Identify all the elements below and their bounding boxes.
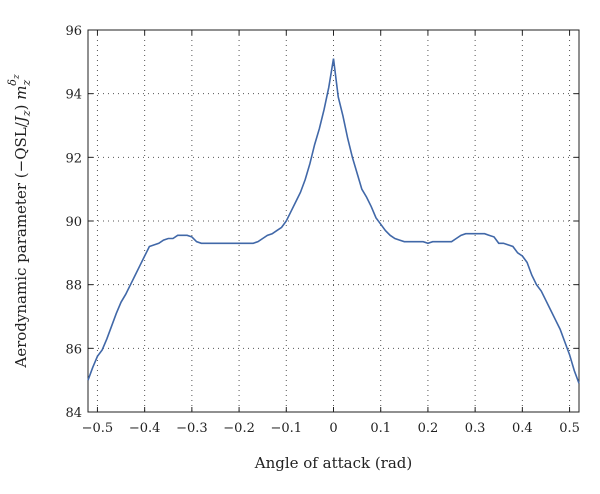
y-axis-title-z1: z	[20, 110, 33, 117]
y-tick-label: 84	[65, 406, 82, 421]
tick-marks	[88, 29, 579, 413]
x-tick-label: 0.3	[465, 421, 486, 436]
x-tick-label: 0.5	[559, 421, 580, 436]
x-tick-label: 0	[329, 421, 337, 436]
y-axis-title-z2: z	[20, 80, 33, 87]
x-tick-label: −0.5	[82, 421, 114, 436]
x-tick-label: −0.3	[176, 421, 208, 436]
y-axis-title-j: J	[12, 115, 30, 125]
y-axis-title-mid: )	[12, 100, 30, 111]
grid-lines	[88, 29, 579, 413]
y-tick-labels: 84 86 88 90 92 94 96	[65, 24, 82, 421]
y-tick-label: 92	[65, 151, 82, 166]
x-tick-labels: −0.5 −0.4 −0.3 −0.2 −0.1 0 0.1 0.2 0.3 0.4 0.5	[82, 421, 580, 436]
series-line	[87, 58, 580, 384]
y-axis-title-prefix: Aerodynamic parameter (−QSL/	[12, 121, 30, 368]
y-tick-label: 94	[65, 88, 82, 103]
y-tick-label: 96	[65, 24, 82, 39]
y-tick-label: 86	[65, 342, 82, 357]
x-tick-label: 0.2	[418, 421, 439, 436]
y-tick-label: 90	[65, 215, 82, 230]
x-tick-label: −0.2	[223, 421, 255, 436]
y-axis-title-z3: z	[12, 74, 22, 80]
y-axis-title-m: m	[12, 86, 30, 100]
y-tick-label: 88	[65, 279, 82, 294]
x-tick-label: 0.1	[370, 421, 391, 436]
x-tick-label: 0.4	[512, 421, 533, 436]
x-axis-title: Angle of attack (rad)	[254, 454, 413, 472]
x-tick-label: −0.1	[270, 421, 302, 436]
y-axis-title: Aerodynamic parameter (−QSL/Jz) mzδz	[6, 74, 33, 368]
y-axis-title-delta: δ	[6, 79, 19, 86]
x-tick-label: −0.4	[129, 421, 161, 436]
